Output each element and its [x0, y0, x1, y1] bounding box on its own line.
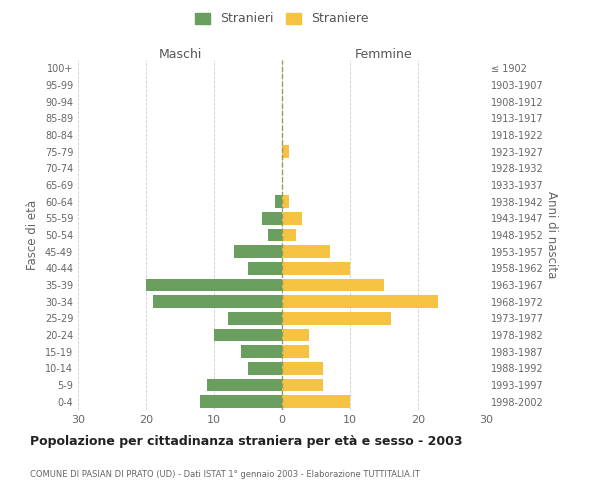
Bar: [282, 246, 329, 258]
Text: Popolazione per cittadinanza straniera per età e sesso - 2003: Popolazione per cittadinanza straniera p…: [30, 435, 463, 448]
Bar: [282, 379, 323, 391]
Bar: [200, 396, 282, 408]
Bar: [282, 396, 350, 408]
Bar: [248, 362, 282, 374]
Text: Maschi: Maschi: [158, 48, 202, 61]
Bar: [248, 262, 282, 274]
Bar: [282, 212, 302, 224]
Bar: [241, 346, 282, 358]
Bar: [282, 146, 289, 158]
Bar: [282, 279, 384, 291]
Bar: [282, 262, 350, 274]
Text: Femmine: Femmine: [355, 48, 413, 61]
Y-axis label: Fasce di età: Fasce di età: [26, 200, 39, 270]
Legend: Stranieri, Straniere: Stranieri, Straniere: [191, 8, 373, 29]
Bar: [262, 212, 282, 224]
Bar: [282, 329, 309, 341]
Bar: [282, 196, 289, 208]
Text: COMUNE DI PASIAN DI PRATO (UD) - Dati ISTAT 1° gennaio 2003 - Elaborazione TUTTI: COMUNE DI PASIAN DI PRATO (UD) - Dati IS…: [30, 470, 420, 479]
Bar: [282, 362, 323, 374]
Bar: [146, 279, 282, 291]
Y-axis label: Anni di nascita: Anni di nascita: [545, 192, 557, 278]
Bar: [282, 229, 296, 241]
Bar: [153, 296, 282, 308]
Bar: [275, 196, 282, 208]
Bar: [235, 246, 282, 258]
Bar: [282, 346, 309, 358]
Bar: [214, 329, 282, 341]
Bar: [282, 312, 391, 324]
Bar: [207, 379, 282, 391]
Bar: [268, 229, 282, 241]
Bar: [227, 312, 282, 324]
Bar: [282, 296, 439, 308]
